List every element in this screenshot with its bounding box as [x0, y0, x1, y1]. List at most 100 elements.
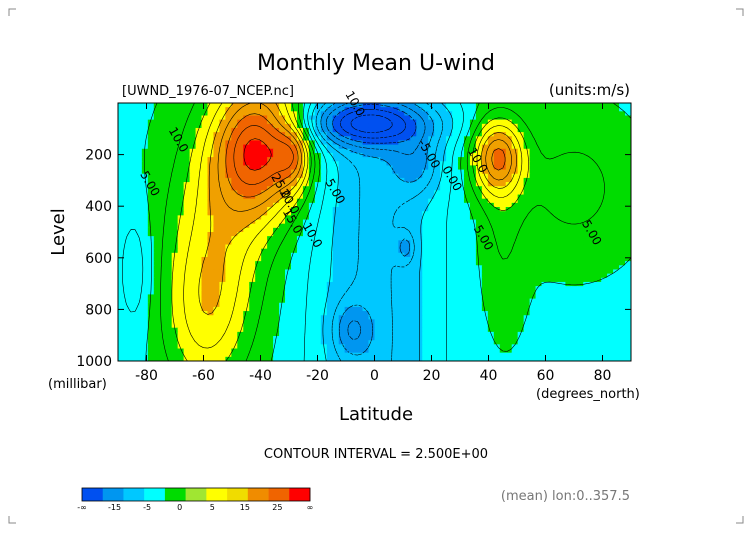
field-cell: [499, 252, 507, 258]
field-cell: [386, 182, 393, 187]
field-cell: [374, 202, 382, 208]
field-cell: [231, 286, 238, 291]
field-cell: [362, 240, 370, 246]
field-cell: [243, 323, 250, 329]
field-cell: [434, 177, 441, 183]
field-cell: [583, 236, 590, 241]
field-cell: [129, 202, 137, 208]
field-cell: [505, 202, 513, 208]
field-cell: [589, 186, 596, 191]
field-cell: [434, 302, 441, 308]
field-cell: [541, 202, 549, 208]
field-cell: [338, 302, 346, 308]
field-cell: [344, 202, 352, 208]
field-cell: [177, 248, 185, 254]
field-cell: [487, 281, 495, 287]
field-cell: [553, 248, 561, 254]
field-cell: [475, 244, 483, 250]
field-cell: [368, 315, 376, 320]
field-cell: [308, 219, 316, 225]
field-cell: [613, 298, 620, 304]
field-cell: [463, 306, 471, 312]
field-cell: [135, 119, 143, 125]
field-cell: [362, 319, 370, 325]
field-cell: [183, 336, 191, 341]
field-cell: [505, 294, 513, 300]
field-cell: [428, 315, 435, 320]
field-cell: [356, 157, 364, 162]
field-cell: [201, 223, 209, 229]
field-cell: [529, 219, 537, 225]
field-cell: [255, 286, 262, 291]
field-cell: [326, 244, 334, 250]
field-cell: [249, 294, 256, 300]
field-cell: [559, 190, 566, 196]
field-cell: [577, 198, 584, 204]
field-cell: [428, 173, 435, 179]
field-cell: [607, 123, 614, 129]
field-cell: [613, 336, 620, 341]
field-cell: [589, 319, 596, 325]
field-cell: [446, 240, 453, 246]
field-cell: [207, 144, 215, 150]
field-cell: [607, 244, 614, 250]
field-cell: [565, 315, 572, 320]
field-cell: [493, 186, 501, 191]
field-cell: [249, 211, 256, 216]
field-cell: [404, 273, 411, 279]
field-cell: [499, 327, 507, 333]
field-cell: [523, 269, 531, 275]
field-cell: [314, 248, 322, 254]
field-cell: [619, 219, 626, 225]
field-cell: [577, 165, 584, 171]
field-cell: [362, 244, 370, 250]
field-cell: [243, 319, 250, 325]
field-cell: [481, 157, 489, 162]
field-cell: [463, 236, 471, 241]
field-cell: [273, 236, 280, 241]
field-cell: [320, 261, 328, 266]
field-cell: [129, 336, 137, 341]
field-cell: [553, 223, 561, 229]
field-cell: [320, 323, 328, 329]
field-cell: [392, 165, 399, 171]
field-cell: [404, 244, 411, 250]
field-cell: [314, 240, 322, 246]
field-cell: [583, 319, 590, 325]
field-cell: [338, 261, 346, 266]
field-cell: [469, 152, 477, 158]
field-cell: [499, 107, 507, 112]
field-cell: [159, 169, 167, 175]
field-cell: [249, 286, 256, 291]
field-cell: [207, 315, 215, 320]
field-cell: [183, 202, 191, 208]
field-cell: [523, 302, 531, 308]
field-cell: [625, 186, 631, 191]
field-cell: [255, 302, 262, 308]
field-cell: [273, 277, 280, 283]
field-cell: [141, 306, 149, 312]
field-cell: [261, 336, 268, 341]
field-cell: [326, 161, 334, 167]
field-cell: [302, 232, 310, 237]
field-cell: [607, 327, 614, 333]
field-cell: [625, 182, 631, 187]
field-cell: [511, 227, 519, 233]
field-cell: [118, 165, 125, 171]
field-cell: [434, 194, 441, 200]
field-cell: [225, 232, 232, 237]
field-cell: [446, 223, 453, 229]
field-cell: [118, 177, 125, 183]
field-cell: [619, 294, 626, 300]
field-cell: [183, 198, 191, 204]
field-cell: [177, 227, 185, 233]
field-cell: [368, 236, 376, 241]
field-cell: [123, 177, 131, 183]
field-cell: [368, 202, 376, 208]
field-cell: [386, 103, 393, 108]
field-cell: [279, 302, 286, 308]
field-cell: [404, 248, 411, 254]
field-cell: [517, 152, 525, 158]
field-cell: [481, 298, 489, 304]
field-cell: [541, 132, 549, 137]
